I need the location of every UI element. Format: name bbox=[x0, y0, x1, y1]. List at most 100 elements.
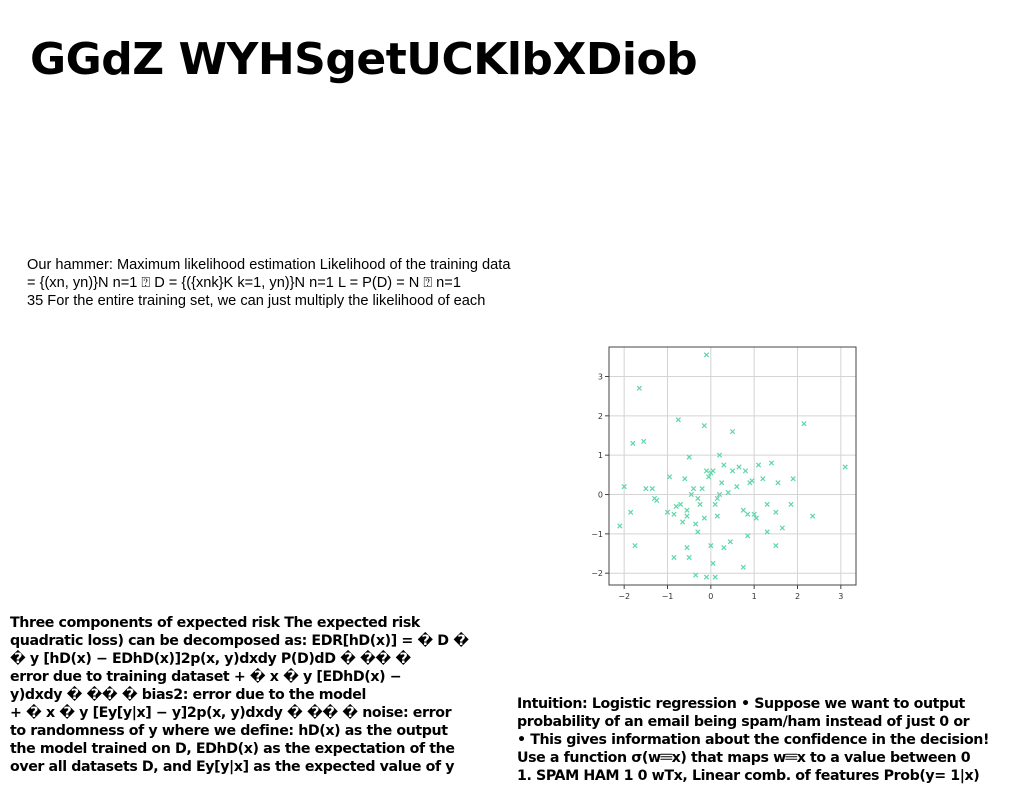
risk-line: + � x � y [Ey[y|x] − y]2p(x, y)dxdy � ��… bbox=[10, 705, 452, 721]
logistic-line: Use a function σ(w𝄘x) that maps w𝄘x to a… bbox=[517, 750, 971, 766]
scatter-point bbox=[693, 572, 699, 578]
likelihood-paragraph: Our hammer: Maximum likelihood estimatio… bbox=[27, 256, 510, 310]
scatter-point bbox=[712, 501, 718, 507]
scatter-point bbox=[719, 480, 725, 486]
scatter-point bbox=[617, 523, 623, 529]
scatter-point bbox=[729, 428, 736, 435]
scatter-point bbox=[714, 495, 720, 502]
logistic-line: • This gives information about the confi… bbox=[517, 732, 990, 748]
scatter-point bbox=[740, 564, 746, 570]
scatter-point bbox=[695, 529, 701, 535]
logistic-line: probability of an email being spam/ham i… bbox=[517, 714, 970, 730]
scatter-point bbox=[753, 515, 759, 521]
x-tick-label: 2 bbox=[795, 592, 800, 601]
scatter-point bbox=[740, 507, 746, 513]
scatter-point bbox=[708, 543, 714, 549]
scatter-point bbox=[764, 529, 770, 535]
scatter-point bbox=[671, 511, 677, 517]
scatter-point bbox=[651, 495, 658, 502]
scatter-point bbox=[684, 545, 690, 551]
scatter-point bbox=[701, 515, 707, 521]
scatter-point bbox=[695, 495, 701, 502]
risk-line: Three components of expected risk The ex… bbox=[10, 615, 420, 631]
scatter-point bbox=[764, 501, 770, 507]
y-tick-label: −1 bbox=[591, 530, 603, 539]
scatter-point bbox=[710, 560, 716, 566]
risk-line: the model trained on D, EDhD(x) as the e… bbox=[10, 741, 455, 757]
x-tick-label: −1 bbox=[662, 592, 674, 601]
scatter-point bbox=[779, 525, 785, 531]
chart-grid bbox=[609, 347, 856, 585]
logistic-line: Intuition: Logistic regression • Suppose… bbox=[517, 696, 965, 712]
scatter-point bbox=[667, 474, 673, 480]
risk-line: � y [hD(x) − EDhD(x)]2p(x, y)dxdy P(D)dD… bbox=[10, 651, 411, 667]
y-tick-label: 2 bbox=[598, 412, 603, 421]
scatter-point bbox=[664, 509, 671, 515]
scatter-point bbox=[734, 484, 740, 490]
scatter-point bbox=[745, 511, 751, 517]
scatter-point bbox=[729, 468, 736, 474]
scatter-point bbox=[788, 501, 794, 507]
likelihood-line: = {(xn, yn)}N n=1 ⍰ D = {({xnk}K k=1, yn… bbox=[27, 275, 461, 291]
scatter-point bbox=[703, 574, 710, 580]
risk-line: over all datasets D, and Ey[y|x] as the … bbox=[10, 759, 455, 775]
scatter-point bbox=[636, 385, 642, 391]
scatter-point bbox=[682, 476, 688, 482]
risk-line: quadratic loss) can be decomposed as: ED… bbox=[10, 633, 469, 649]
logistic-line: 1. SPAM HAM 1 0 wTx, Linear comb. of fea… bbox=[517, 768, 980, 784]
scatter-point bbox=[703, 468, 710, 474]
scatter-point bbox=[684, 507, 690, 513]
scatter-point bbox=[773, 543, 779, 549]
scatter-point bbox=[680, 519, 686, 525]
scatter-point bbox=[755, 462, 762, 468]
scatter-point bbox=[643, 485, 649, 492]
scatter-point bbox=[706, 474, 712, 480]
scatter-point bbox=[736, 464, 742, 470]
scatter-point bbox=[721, 545, 727, 551]
scatter-point bbox=[699, 485, 705, 492]
scatter-point bbox=[775, 480, 781, 486]
scatter-point bbox=[686, 454, 692, 460]
scatter-point bbox=[677, 501, 684, 507]
scatter-point bbox=[773, 509, 779, 515]
scatter-chart: −2 −1 0 1 2 3 −2 −1 0 1 2 3 bbox=[585, 338, 865, 608]
y-tick-label: 1 bbox=[598, 451, 603, 460]
scatter-point bbox=[632, 543, 638, 549]
x-tick-label: 0 bbox=[708, 592, 713, 601]
risk-line: error due to training dataset + � x � y … bbox=[10, 669, 402, 685]
scatter-point bbox=[621, 484, 627, 490]
scatter-point bbox=[745, 533, 751, 539]
scatter-point bbox=[751, 511, 757, 517]
scatter-point bbox=[712, 574, 718, 580]
scatter-point bbox=[671, 554, 677, 561]
scatter-point bbox=[749, 478, 755, 484]
scatter-point bbox=[684, 513, 690, 519]
risk-line: y)dxdy � �� � bias2: error due to the mo… bbox=[10, 687, 366, 703]
scatter-point bbox=[673, 503, 679, 509]
scatter-point bbox=[686, 554, 692, 561]
scatter-point bbox=[810, 513, 816, 519]
chart-points bbox=[617, 352, 848, 580]
x-tick-label: 1 bbox=[752, 592, 757, 601]
likelihood-line: Our hammer: Maximum likelihood estimatio… bbox=[27, 257, 511, 273]
chart-ticks: −2 −1 0 1 2 3 −2 −1 0 1 2 3 bbox=[591, 373, 843, 601]
scatter-point bbox=[641, 438, 647, 445]
scatter-point bbox=[727, 539, 733, 545]
logistic-paragraph: Intuition: Logistic regression • Suppose… bbox=[517, 695, 989, 785]
scatter-point bbox=[716, 491, 723, 498]
scatter-point bbox=[697, 501, 703, 507]
scatter-point bbox=[710, 468, 716, 474]
x-tick-label: 3 bbox=[838, 592, 843, 601]
scatter-point bbox=[649, 485, 655, 492]
risk-paragraph: Three components of expected risk The ex… bbox=[10, 614, 469, 776]
scatter-point bbox=[714, 513, 720, 519]
scatter-point bbox=[801, 421, 807, 427]
page-title: GGdZ WYHSgetUCKlbXDiob bbox=[30, 34, 698, 85]
scatter-plot-svg: −2 −1 0 1 2 3 −2 −1 0 1 2 3 bbox=[591, 346, 857, 601]
scatter-point bbox=[675, 417, 681, 423]
scatter-point bbox=[693, 521, 699, 527]
chart-frame bbox=[608, 346, 857, 586]
y-tick-label: 0 bbox=[598, 491, 603, 500]
y-tick-label: 3 bbox=[598, 373, 603, 382]
scatter-point bbox=[690, 485, 697, 492]
